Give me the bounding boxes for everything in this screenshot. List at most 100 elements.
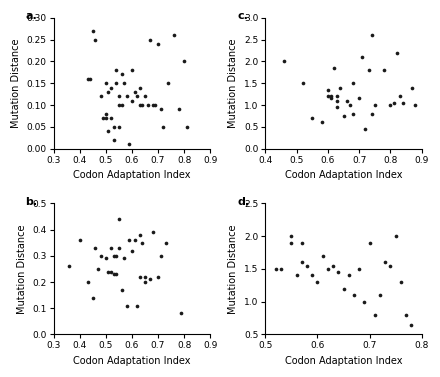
Point	[128, 98, 136, 104]
Point	[381, 67, 388, 73]
Point	[110, 137, 117, 143]
Point	[334, 104, 341, 110]
X-axis label: Codon Adaptation Index: Codon Adaptation Index	[285, 170, 402, 180]
Point	[107, 115, 114, 121]
Point	[103, 255, 110, 261]
Point	[340, 113, 347, 119]
Point	[149, 102, 156, 108]
Point	[115, 245, 122, 251]
Point	[105, 268, 112, 274]
Point	[349, 111, 356, 117]
Point	[309, 273, 316, 279]
Point	[390, 100, 397, 106]
Point	[409, 84, 416, 90]
Point	[162, 240, 169, 246]
Point	[393, 50, 400, 56]
Point	[126, 141, 133, 147]
Point	[387, 263, 394, 269]
Text: b.: b.	[26, 197, 38, 207]
Point	[134, 303, 141, 309]
Point	[84, 76, 91, 82]
Point	[183, 124, 190, 130]
Point	[89, 295, 96, 301]
X-axis label: Codon Adaptation Index: Codon Adaptation Index	[285, 356, 402, 366]
Point	[107, 268, 114, 274]
Point	[123, 303, 130, 309]
Point	[141, 93, 148, 99]
Y-axis label: Mutation Distance: Mutation Distance	[228, 224, 238, 314]
Point	[152, 102, 159, 108]
Point	[362, 126, 369, 132]
Point	[103, 111, 110, 117]
Point	[118, 102, 125, 108]
Point	[128, 248, 136, 254]
Point	[340, 285, 347, 291]
Point	[92, 245, 99, 251]
Point	[105, 128, 112, 134]
Point	[147, 37, 154, 43]
Point	[115, 93, 122, 99]
Point	[100, 115, 107, 121]
Point	[84, 279, 91, 285]
Point	[349, 80, 356, 86]
Point	[178, 310, 185, 316]
Point	[361, 299, 368, 305]
Point	[170, 32, 177, 38]
Point	[335, 269, 342, 275]
Point	[134, 93, 141, 99]
X-axis label: Codon Adaptation Index: Codon Adaptation Index	[73, 356, 191, 366]
Y-axis label: Mutation Distance: Mutation Distance	[228, 38, 238, 128]
Point	[346, 102, 353, 108]
Point	[128, 67, 136, 73]
Point	[371, 102, 378, 108]
Point	[149, 229, 156, 235]
Point	[154, 41, 161, 47]
Point	[113, 67, 120, 73]
Point	[356, 266, 363, 272]
Point	[141, 279, 148, 285]
Point	[396, 93, 403, 99]
Y-axis label: Mutation Distance: Mutation Distance	[17, 224, 27, 314]
Point	[115, 124, 122, 130]
Point	[366, 240, 373, 246]
Point	[110, 253, 117, 259]
Point	[92, 37, 99, 43]
Point	[368, 32, 375, 38]
Point	[343, 98, 350, 104]
Point	[105, 89, 112, 95]
Text: c.: c.	[237, 11, 248, 21]
Point	[345, 273, 352, 279]
Point	[107, 245, 114, 251]
Point	[147, 276, 154, 282]
Point	[87, 76, 94, 82]
Point	[154, 274, 161, 280]
Point	[121, 80, 128, 86]
Point	[97, 93, 104, 99]
Point	[107, 84, 114, 90]
Point	[403, 312, 410, 318]
Point	[175, 106, 182, 112]
Point	[324, 87, 331, 93]
Point	[180, 58, 187, 64]
Point	[103, 80, 110, 86]
Point	[334, 93, 341, 99]
Point	[89, 28, 96, 34]
Point	[110, 124, 117, 130]
Point	[359, 54, 366, 60]
Point	[288, 233, 295, 239]
Point	[141, 274, 148, 280]
Point	[115, 102, 122, 108]
Point	[337, 84, 344, 90]
Point	[324, 93, 331, 99]
Point	[131, 89, 138, 95]
Point	[350, 292, 357, 298]
Point	[387, 102, 394, 108]
Point	[304, 263, 311, 269]
Point	[118, 287, 125, 293]
Point	[299, 80, 306, 86]
Point	[309, 115, 316, 121]
Point	[330, 65, 337, 71]
Point	[327, 95, 334, 101]
Point	[136, 102, 143, 108]
Y-axis label: Mutation Distance: Mutation Distance	[11, 38, 21, 128]
